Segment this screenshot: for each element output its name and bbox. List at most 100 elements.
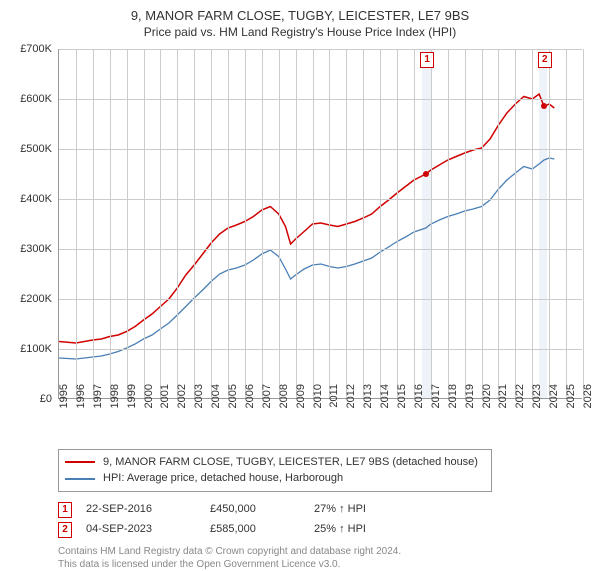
gridline-h — [59, 349, 582, 350]
annotation-price: £585,000 — [210, 520, 300, 540]
annotations: 122-SEP-2016£450,00027% ↑ HPI204-SEP-202… — [58, 500, 600, 540]
annotation-price: £450,000 — [210, 500, 300, 520]
gridline-v — [549, 49, 550, 398]
x-tick-label: 2011 — [328, 384, 340, 424]
x-tick-label: 2014 — [379, 384, 391, 424]
x-tick-label: 1997 — [92, 384, 104, 424]
sale-point — [541, 103, 547, 109]
y-tick-label: £400K — [2, 193, 52, 205]
gridline-v — [296, 49, 297, 398]
x-tick-label: 2017 — [430, 384, 442, 424]
series-line — [59, 94, 554, 343]
annotation-row: 122-SEP-2016£450,00027% ↑ HPI — [58, 500, 600, 520]
x-tick-label: 2007 — [261, 384, 273, 424]
gridline-h — [59, 249, 582, 250]
gridline-v — [346, 49, 347, 398]
x-tick-label: 2004 — [210, 384, 222, 424]
x-tick-label: 2018 — [447, 384, 459, 424]
legend-swatch — [65, 461, 95, 463]
x-tick-label: 2005 — [227, 384, 239, 424]
gridline-v — [279, 49, 280, 398]
footer-text: Contains HM Land Registry data © Crown c… — [58, 545, 600, 571]
gridline-v — [93, 49, 94, 398]
x-tick-label: 2024 — [548, 384, 560, 424]
chart-marker-box: 1 — [420, 52, 434, 68]
x-tick-label: 1999 — [126, 384, 138, 424]
gridline-v — [363, 49, 364, 398]
gridline-v — [465, 49, 466, 398]
x-tick-label: 2010 — [312, 384, 324, 424]
gridline-v — [515, 49, 516, 398]
chart-subtitle: Price paid vs. HM Land Registry's House … — [0, 25, 600, 43]
gridline-h — [59, 49, 582, 50]
annotation-date: 04-SEP-2023 — [86, 520, 196, 540]
x-tick-label: 1995 — [58, 384, 70, 424]
series-line — [59, 158, 554, 359]
gridline-v — [566, 49, 567, 398]
x-tick-label: 2001 — [159, 384, 171, 424]
gridline-v — [380, 49, 381, 398]
gridline-v — [262, 49, 263, 398]
sale-point — [423, 171, 429, 177]
gridline-v — [144, 49, 145, 398]
gridline-v — [110, 49, 111, 398]
legend-label: HPI: Average price, detached house, Harb… — [103, 470, 343, 487]
gridline-v — [498, 49, 499, 398]
annotation-marker: 2 — [58, 522, 72, 538]
gridline-h — [59, 199, 582, 200]
chart-area: 12 £0£100K£200K£300K£400K£500K£600K£700K… — [58, 49, 582, 399]
legend-box: 9, MANOR FARM CLOSE, TUGBY, LEICESTER, L… — [58, 449, 492, 492]
y-tick-label: £500K — [2, 143, 52, 155]
gridline-h — [59, 99, 582, 100]
y-tick-label: £700K — [2, 43, 52, 55]
gridline-v — [431, 49, 432, 398]
x-tick-label: 1998 — [109, 384, 121, 424]
gridline-v — [76, 49, 77, 398]
gridline-v — [397, 49, 398, 398]
legend-swatch — [65, 478, 95, 480]
y-tick-label: £300K — [2, 243, 52, 255]
gridline-v — [532, 49, 533, 398]
gridline-v — [482, 49, 483, 398]
footer-line-1: Contains HM Land Registry data © Crown c… — [58, 545, 600, 558]
y-tick-label: £200K — [2, 293, 52, 305]
x-tick-label: 2000 — [143, 384, 155, 424]
y-tick-label: £600K — [2, 93, 52, 105]
y-tick-label: £100K — [2, 343, 52, 355]
x-tick-label: 2003 — [193, 384, 205, 424]
x-tick-label: 2008 — [278, 384, 290, 424]
gridline-v — [448, 49, 449, 398]
gridline-v — [583, 49, 584, 398]
gridline-v — [313, 49, 314, 398]
x-tick-label: 2013 — [362, 384, 374, 424]
x-tick-label: 2025 — [565, 384, 577, 424]
annotation-hpi: 27% ↑ HPI — [314, 500, 414, 520]
plot-region: 12 — [58, 49, 582, 399]
y-tick-label: £0 — [2, 393, 52, 405]
chart-marker-box: 2 — [538, 52, 552, 68]
x-tick-label: 2002 — [176, 384, 188, 424]
x-tick-label: 2023 — [531, 384, 543, 424]
line-svg — [59, 49, 583, 399]
gridline-v — [228, 49, 229, 398]
gridline-v — [211, 49, 212, 398]
x-tick-label: 1996 — [75, 384, 87, 424]
gridline-v — [245, 49, 246, 398]
x-tick-label: 2019 — [464, 384, 476, 424]
legend-row: 9, MANOR FARM CLOSE, TUGBY, LEICESTER, L… — [65, 454, 485, 471]
gridline-v — [329, 49, 330, 398]
gridline-h — [59, 149, 582, 150]
x-tick-label: 2020 — [481, 384, 493, 424]
x-tick-label: 2009 — [295, 384, 307, 424]
x-tick-label: 2022 — [514, 384, 526, 424]
gridline-h — [59, 299, 582, 300]
chart-title: 9, MANOR FARM CLOSE, TUGBY, LEICESTER, L… — [0, 0, 600, 25]
annotation-marker: 1 — [58, 502, 72, 518]
legend-label: 9, MANOR FARM CLOSE, TUGBY, LEICESTER, L… — [103, 454, 478, 471]
legend-row: HPI: Average price, detached house, Harb… — [65, 470, 485, 487]
footer-line-2: This data is licensed under the Open Gov… — [58, 558, 600, 571]
x-tick-label: 2021 — [497, 384, 509, 424]
annotation-row: 204-SEP-2023£585,00025% ↑ HPI — [58, 520, 600, 540]
x-tick-label: 2006 — [244, 384, 256, 424]
gridline-v — [127, 49, 128, 398]
